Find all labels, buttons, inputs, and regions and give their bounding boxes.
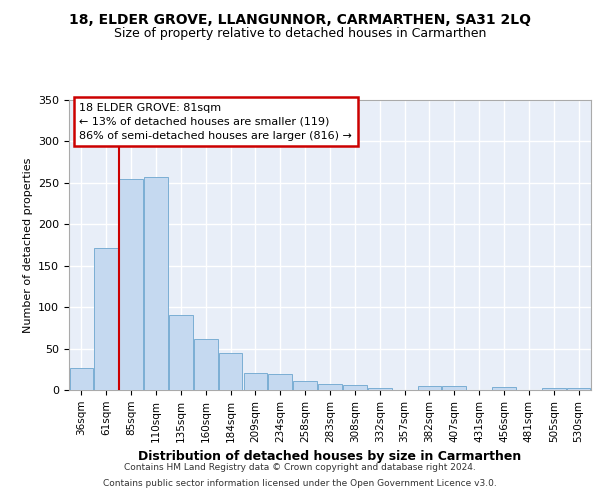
Bar (442, 386, 466, 390)
Bar (368, 388, 392, 390)
Y-axis label: Number of detached properties: Number of detached properties (23, 158, 32, 332)
Bar (169, 316, 193, 390)
Bar (70, 368, 93, 390)
Text: Size of property relative to detached houses in Carmarthen: Size of property relative to detached ho… (114, 28, 486, 40)
Bar (343, 385, 367, 390)
Text: Contains HM Land Registry data © Crown copyright and database right 2024.: Contains HM Land Registry data © Crown c… (124, 464, 476, 472)
Bar (418, 386, 441, 390)
Bar (244, 374, 267, 390)
Bar (94, 248, 118, 390)
Bar (567, 388, 590, 390)
Bar (492, 386, 516, 390)
Bar (194, 338, 218, 390)
Bar (144, 177, 168, 390)
X-axis label: Distribution of detached houses by size in Carmarthen: Distribution of detached houses by size … (139, 450, 521, 463)
Bar (268, 374, 292, 390)
Bar (542, 388, 566, 390)
Text: 18 ELDER GROVE: 81sqm
← 13% of detached houses are smaller (119)
86% of semi-det: 18 ELDER GROVE: 81sqm ← 13% of detached … (79, 103, 352, 141)
Text: Contains public sector information licensed under the Open Government Licence v3: Contains public sector information licen… (103, 478, 497, 488)
Text: 18, ELDER GROVE, LLANGUNNOR, CARMARTHEN, SA31 2LQ: 18, ELDER GROVE, LLANGUNNOR, CARMARTHEN,… (69, 12, 531, 26)
Bar (293, 381, 317, 390)
Bar (119, 178, 143, 390)
Bar (318, 384, 342, 390)
Bar (219, 352, 242, 390)
